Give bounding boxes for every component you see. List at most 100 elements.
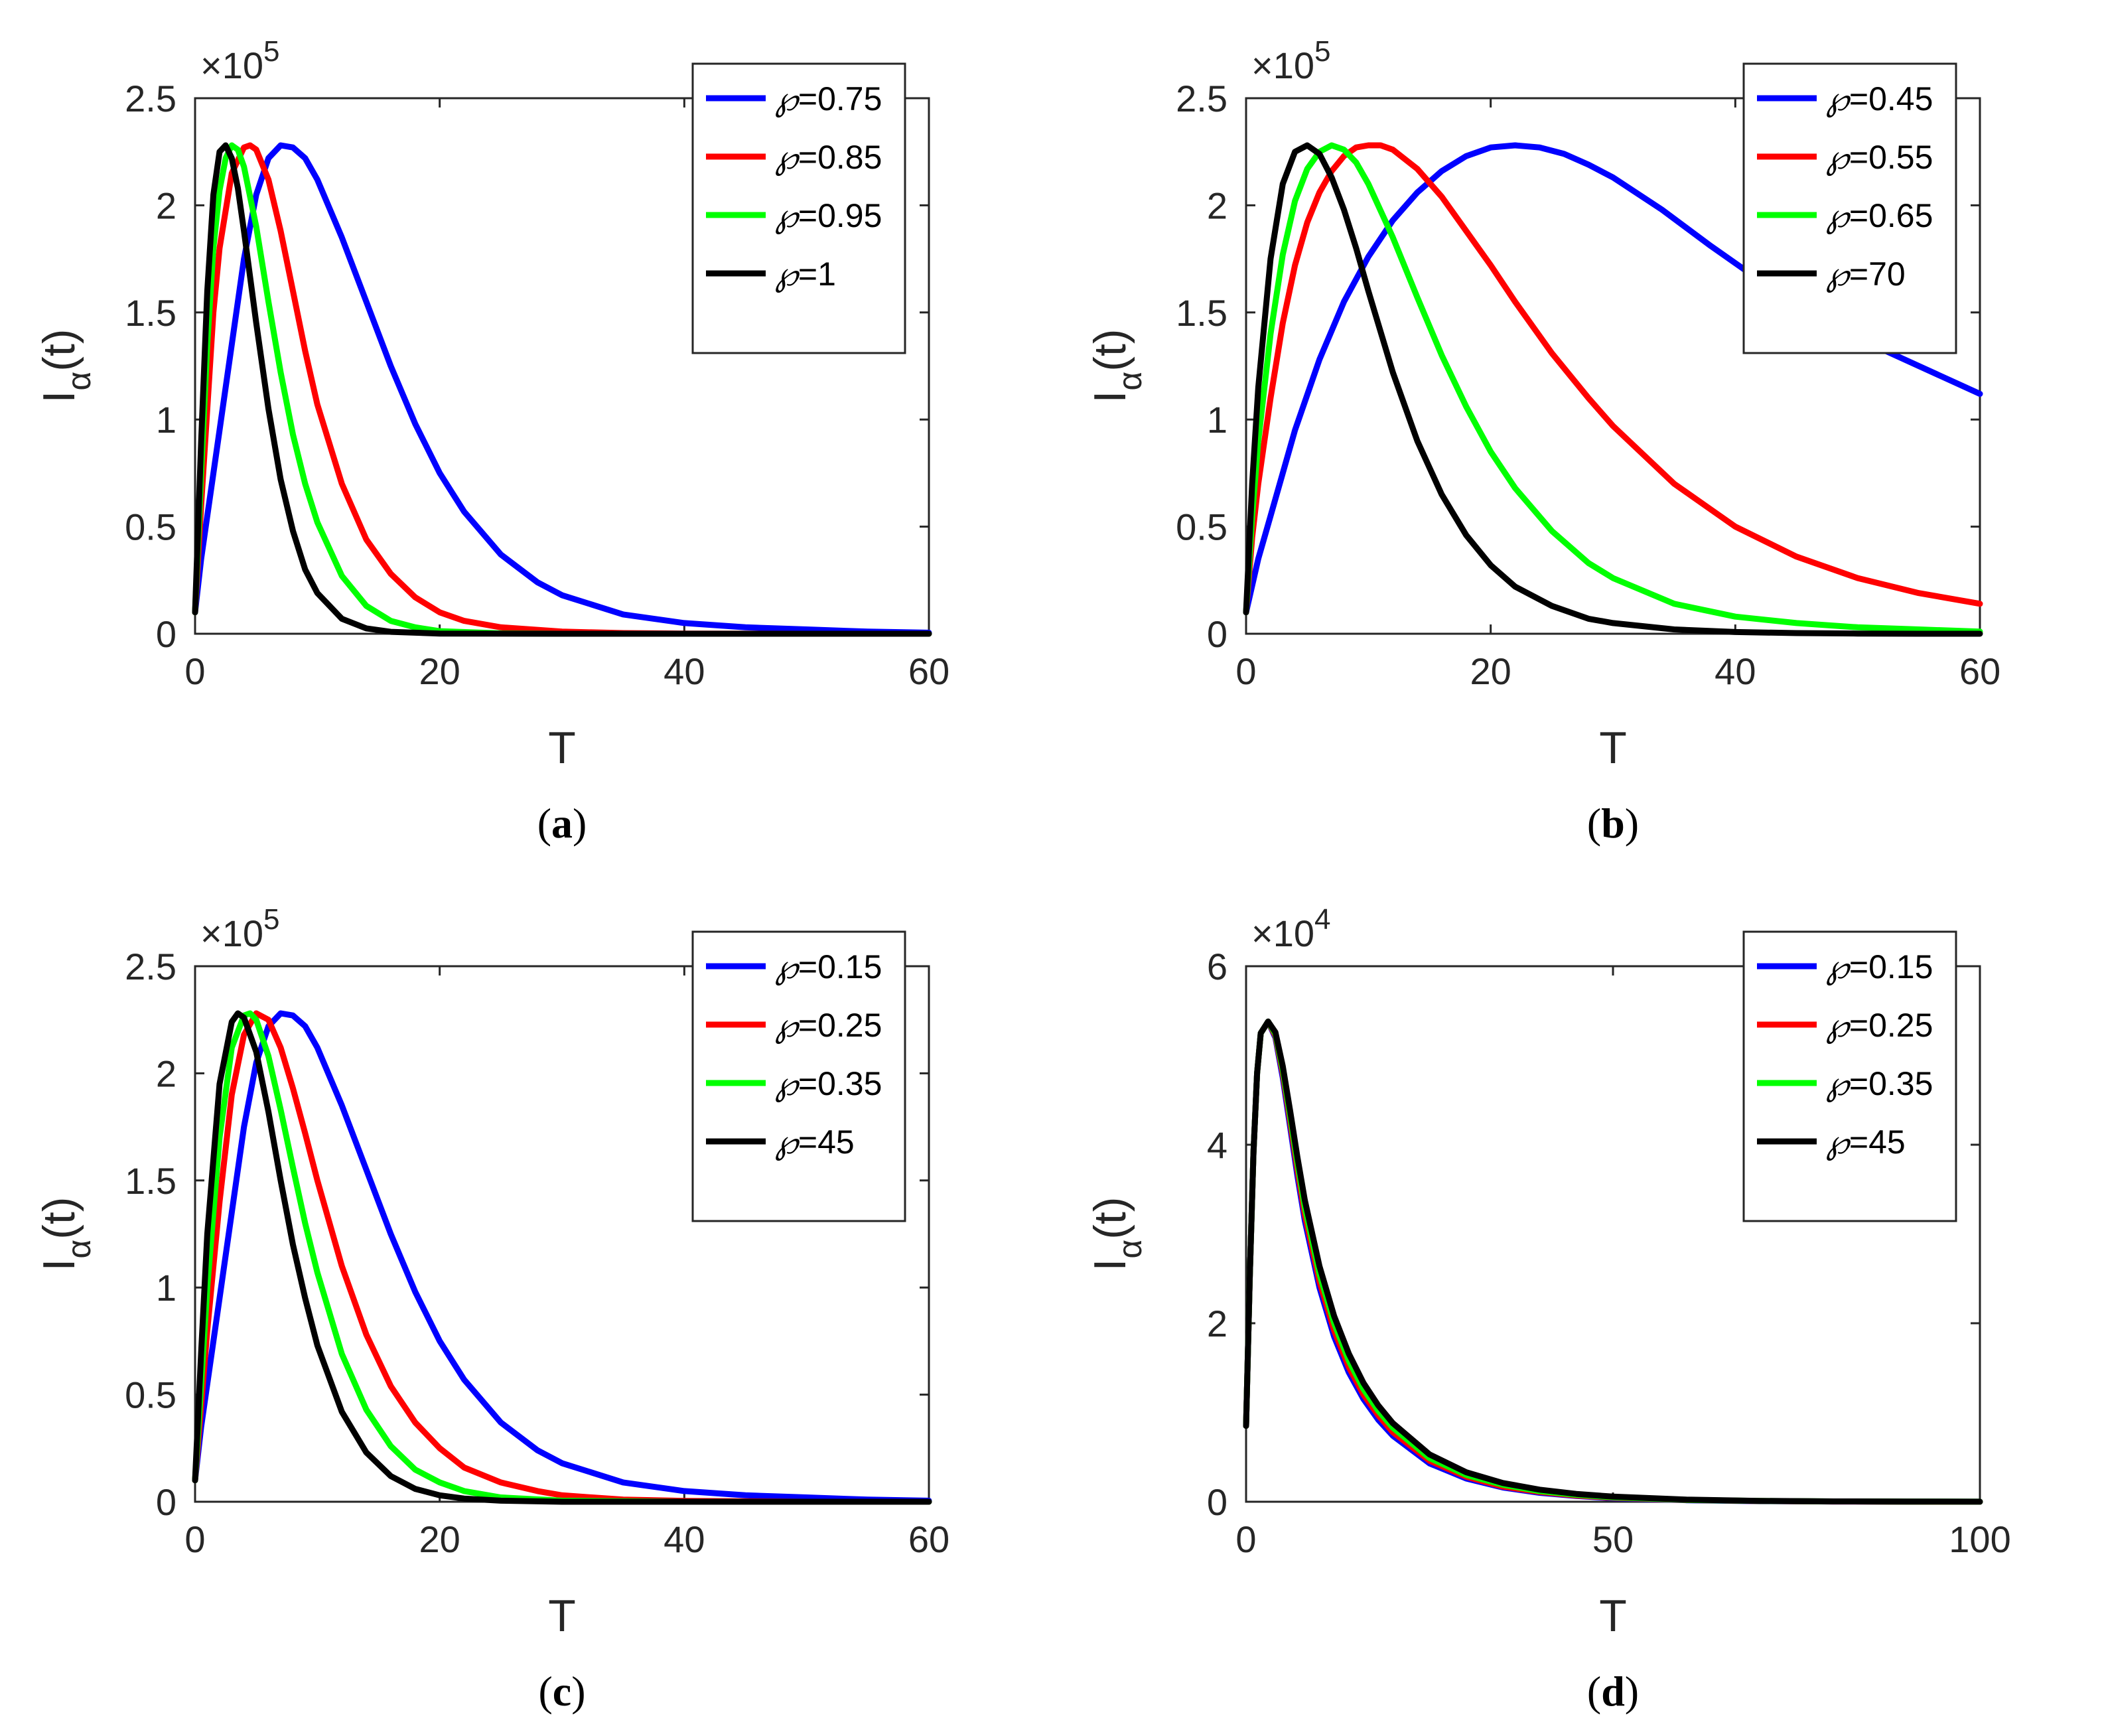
legend-symbol: ℘ — [775, 80, 800, 118]
y-tick-label: 2 — [156, 184, 176, 226]
panel-a: 0 20 40 60 0 0.5 1 1.5 2 2.5 ×105 T Iα(t) ℘=0.75 ℘=0.8… — [0, 0, 1051, 868]
legend-symbol: ℘ — [1826, 196, 1851, 235]
panel-caption-letter: b — [1601, 800, 1625, 847]
legend-label-0: ℘=0.45 — [1826, 80, 1933, 118]
y-tick-label: 1 — [156, 1267, 176, 1309]
legend-label-2: ℘=0.95 — [775, 196, 882, 235]
x-tick-label: 0 — [184, 1518, 205, 1560]
y-exponent-label: ×104 — [1251, 903, 1330, 954]
y-label-main: I — [34, 391, 84, 403]
y-label-sub: α — [60, 372, 98, 391]
legend-symbol: ℘ — [775, 1123, 800, 1161]
y-tick-label: 0 — [1207, 613, 1227, 655]
x-tick-label: 60 — [908, 1518, 949, 1560]
panel-d: 0 50 100 0 2 4 6 ×104 T Iα(t) ℘=0.15 ℘=0.25 ℘=0.35 ℘=… — [1051, 868, 2102, 1736]
legend-symbol: ℘ — [775, 138, 800, 177]
legend-label-3: ℘=1 — [775, 255, 836, 293]
y-tick-label: 2 — [1207, 184, 1227, 226]
panel-caption: (b) — [1587, 800, 1639, 847]
x-axis-label: T — [1599, 723, 1627, 773]
y-label-suffix: (t) — [1085, 1197, 1135, 1240]
panel-caption: (a) — [537, 800, 587, 847]
x-tick-label: 60 — [1959, 650, 2000, 692]
legend-label-1: ℘=0.55 — [1826, 138, 1933, 177]
y-tick-label: 0 — [156, 1481, 176, 1523]
legend-value: =0.15 — [798, 948, 882, 985]
legend: ℘=0.15℘=0.25℘=0.35℘=45 — [1742, 930, 1957, 1222]
panel-c: 0 20 40 60 0 0.5 1 1.5 2 2.5 ×105 T Iα(t) ℘=0.15 ℘=0.2… — [0, 868, 1051, 1736]
legend-symbol: ℘ — [1826, 1064, 1851, 1103]
y-tick-label: 0.5 — [125, 1374, 176, 1416]
panel-caption: (c) — [538, 1668, 585, 1715]
chart-a: 0 20 40 6000.511.522.5×105TIα(t)℘=0.75℘=0.8… — [34, 35, 949, 847]
legend-value: =0.35 — [798, 1065, 882, 1102]
legend-value: =45 — [798, 1123, 855, 1161]
legend-value: =0.75 — [798, 80, 882, 117]
legend-label-3: ℘=45 — [775, 1123, 855, 1161]
legend-value: =0.85 — [798, 139, 882, 176]
y-tick-label: 1.5 — [1176, 292, 1227, 334]
legend-label-1: ℘=0.25 — [775, 1006, 882, 1045]
legend: ℘=0.45℘=0.55℘=0.65℘=70 — [1742, 62, 1957, 354]
series-line-3 — [1243, 142, 1983, 637]
legend-box — [691, 62, 906, 354]
y-exponent-base: ×10 — [1251, 44, 1314, 86]
legend-label-0: ℘=0.15 — [1826, 948, 1933, 986]
y-tick-label: 2.5 — [125, 946, 176, 987]
chart-b: 0 20 40 6000.511.522.5×105TIα(t)℘=0.45℘=0.5… — [1085, 35, 2000, 847]
y-tick-label: 2 — [1207, 1303, 1227, 1344]
legend-value: =0.25 — [1849, 1007, 1933, 1044]
legend-box — [691, 930, 906, 1222]
x-tick-label: 20 — [1470, 650, 1511, 692]
series-line-1 — [192, 1010, 932, 1505]
y-exponent-power: 5 — [263, 903, 279, 936]
x-tick-label: 40 — [664, 1518, 705, 1560]
legend: ℘=0.15℘=0.25℘=0.35℘=45 — [691, 930, 906, 1222]
y-label-suffix: (t) — [34, 1197, 84, 1240]
x-tick-label: 100 — [1949, 1518, 2010, 1560]
x-tick-label: 50 — [1592, 1518, 1634, 1560]
y-tick-label: 0 — [156, 613, 176, 655]
legend-label-1: ℘=0.85 — [775, 138, 882, 177]
legend-label-2: ℘=0.35 — [1826, 1064, 1933, 1103]
y-tick-label: 0.5 — [1176, 506, 1227, 548]
legend-symbol: ℘ — [1826, 948, 1851, 986]
legend-value: =0.35 — [1849, 1065, 1933, 1102]
legend-symbol: ℘ — [775, 196, 800, 235]
legend-symbol: ℘ — [1826, 1006, 1851, 1045]
legend-value: =0.95 — [798, 197, 882, 234]
x-axis-label: T — [548, 723, 576, 773]
y-exponent-label: ×105 — [1251, 35, 1330, 86]
series-line-3 — [1243, 1018, 1983, 1505]
y-tick-label: 2 — [156, 1052, 176, 1094]
legend-label-1: ℘=0.25 — [1826, 1006, 1933, 1045]
panel-caption-letter: c — [553, 1668, 571, 1715]
y-tick-label: 1 — [156, 399, 176, 441]
x-tick-label: 0 — [1235, 650, 1256, 692]
series-line-3 — [192, 1010, 932, 1505]
legend-value: =0.55 — [1849, 139, 1933, 176]
panel-caption-letter: d — [1601, 1668, 1625, 1715]
y-label-sub: α — [60, 1240, 98, 1259]
y-exponent-power: 5 — [1314, 35, 1330, 68]
y-label-suffix: (t) — [34, 329, 84, 372]
chart-c: 0 20 40 6000.511.522.5×105TIα(t)℘=0.15℘=0.2… — [34, 903, 949, 1715]
legend-box — [1742, 62, 1957, 354]
series-line-0 — [192, 1010, 932, 1504]
legend-value: =1 — [798, 255, 836, 293]
legend-symbol: ℘ — [775, 948, 800, 986]
legend-value: =0.25 — [798, 1007, 882, 1044]
legend-label-3: ℘=45 — [1826, 1123, 1906, 1161]
chart-d: 0 50 1000246×104TIα(t)℘=0.15℘=0.25℘=0.35℘=… — [1085, 903, 2011, 1715]
y-label-main: I — [34, 1259, 84, 1271]
legend-value: =0.65 — [1849, 197, 1933, 234]
panel-caption: (d) — [1587, 1668, 1639, 1715]
legend-symbol: ℘ — [1826, 1123, 1851, 1161]
legend-label-3: ℘=70 — [1826, 255, 1906, 293]
panel-caption-letter: a — [551, 800, 573, 847]
legend-symbol: ℘ — [1826, 255, 1851, 293]
y-tick-label: 6 — [1207, 946, 1227, 987]
y-tick-label: 2.5 — [125, 78, 176, 119]
y-exponent-power: 5 — [263, 35, 279, 68]
y-tick-label: 0 — [1207, 1481, 1227, 1523]
